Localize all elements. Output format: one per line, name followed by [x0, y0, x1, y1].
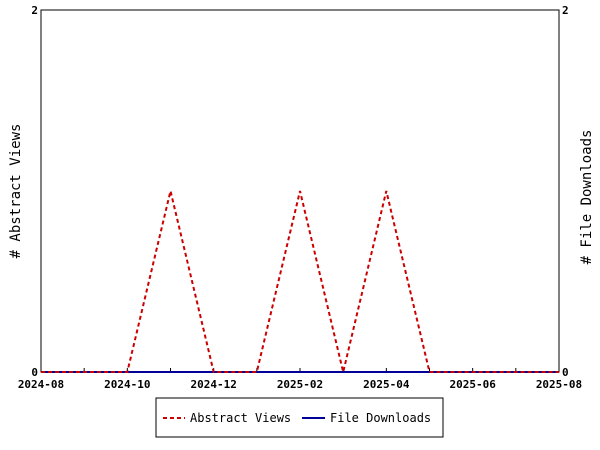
- legend-label-abstract-views: Abstract Views: [190, 411, 291, 425]
- y-tick-label-right: 2: [562, 4, 569, 17]
- y-tick-label-left: 2: [31, 4, 38, 17]
- legend-label-file-downloads: File Downloads: [330, 411, 431, 425]
- y-tick-label-left: 0: [31, 366, 38, 379]
- series-layer: [41, 190, 559, 373]
- x-tick-label: 2025-04: [363, 378, 410, 391]
- x-tick-label: 2025-08: [536, 378, 582, 391]
- series-line-abstract-views: [41, 190, 559, 373]
- x-tick-label: 2025-06: [449, 378, 496, 391]
- x-tick-label: 2024-08: [18, 378, 64, 391]
- y-tick-label-right: 0: [562, 366, 569, 379]
- y-axis-title-right: # File Downloads: [579, 130, 595, 265]
- x-axis: 2024-08 2024-10 2024-12 2025-02 2025-04 2025-…: [18, 368, 582, 391]
- x-tick-label: 2024-12: [190, 378, 236, 391]
- x-tick-label: 2025-02: [277, 378, 323, 391]
- legend: Abstract Views File Downloads: [155, 397, 444, 438]
- legend-box: [155, 397, 444, 438]
- x-tick-label: 2024-10: [104, 378, 150, 391]
- y-axis-title-left: # Abstract Views: [8, 124, 24, 259]
